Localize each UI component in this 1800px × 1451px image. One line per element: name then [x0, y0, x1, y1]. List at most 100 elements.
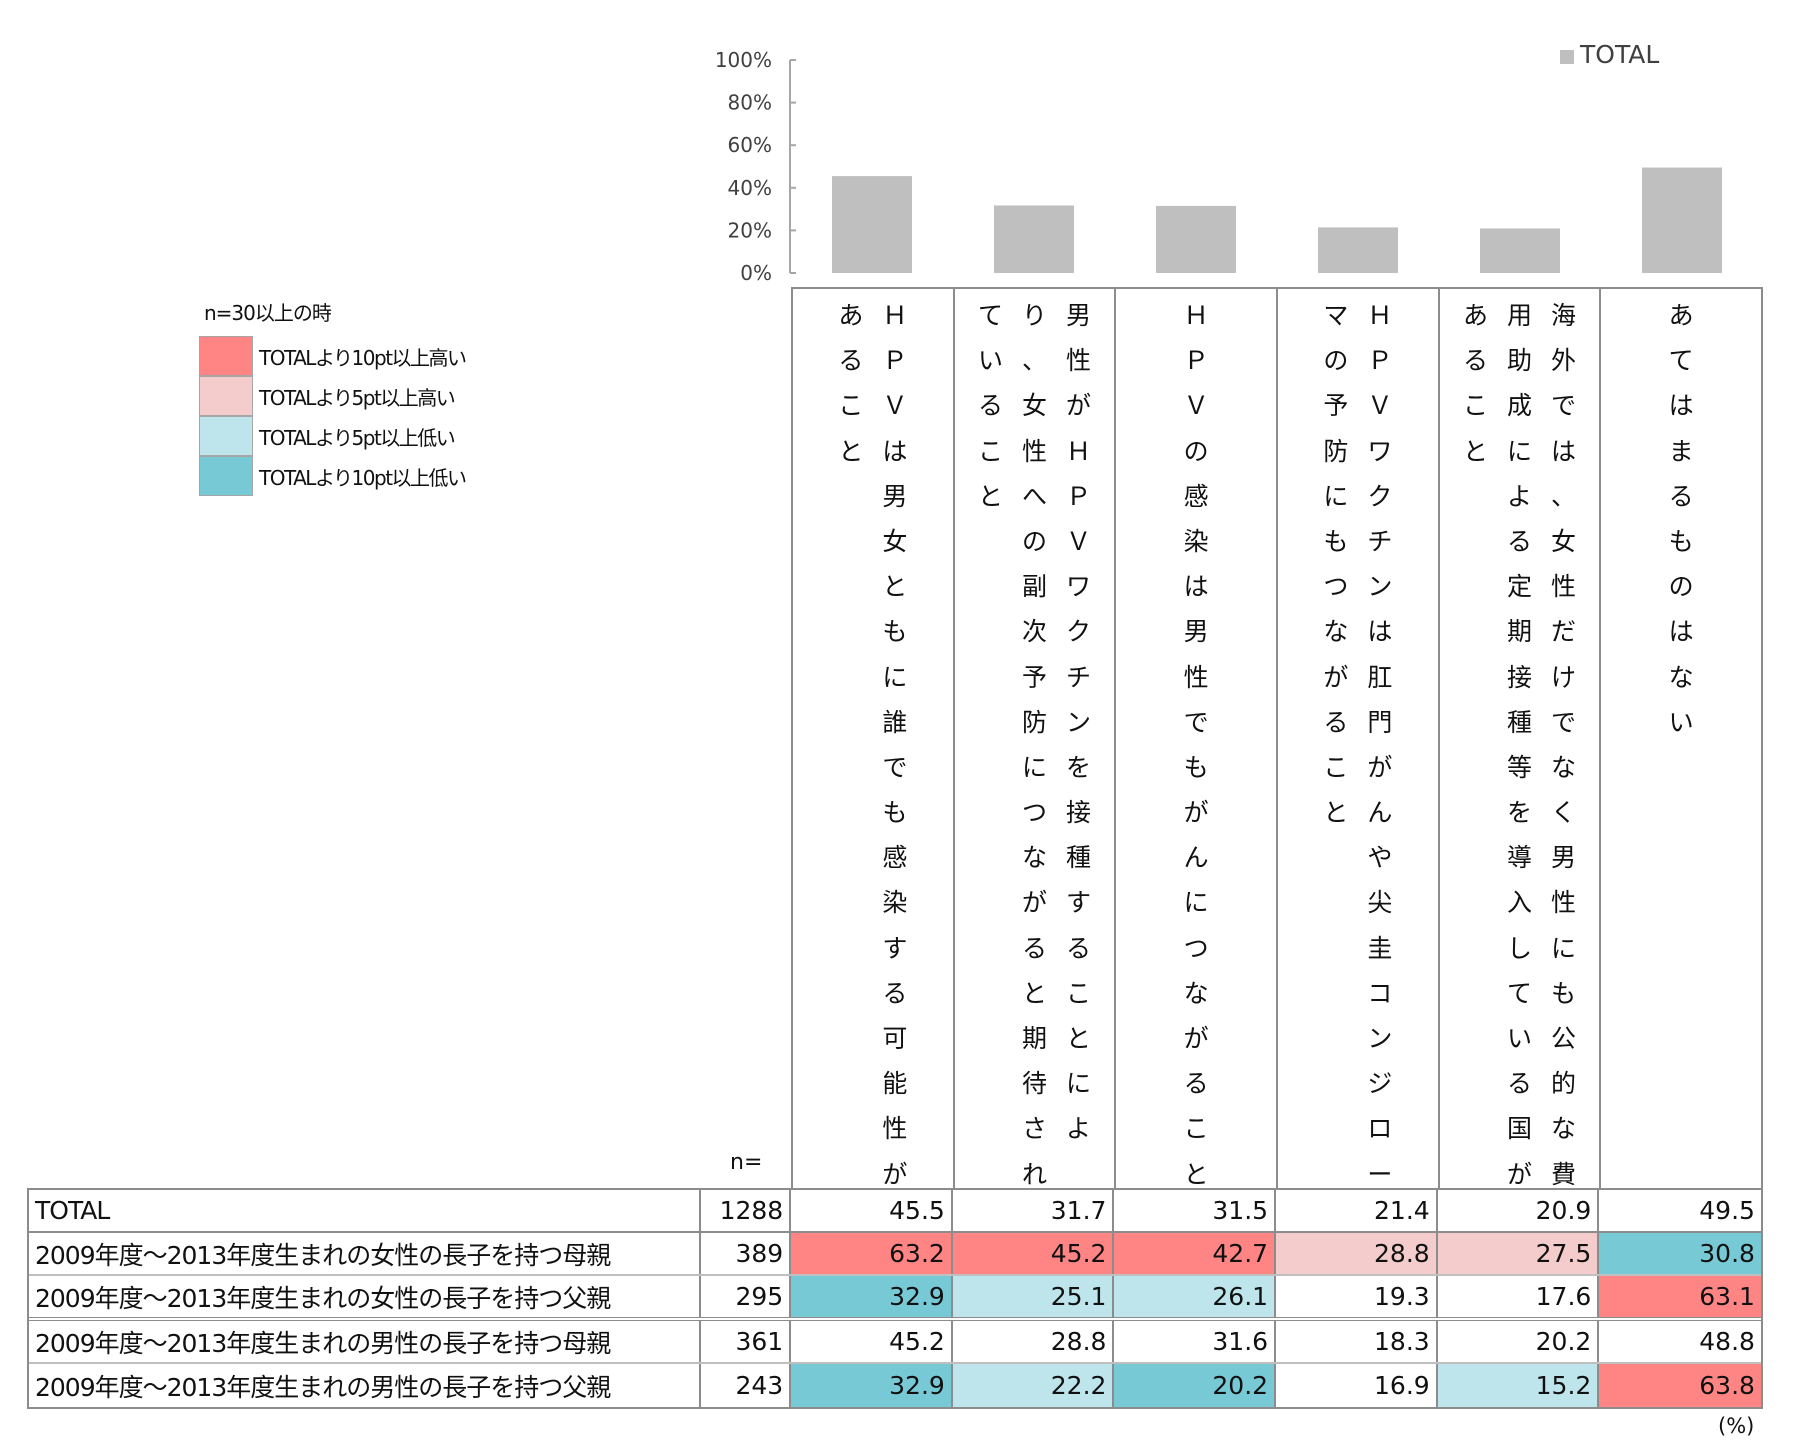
header-char: 可 [882, 1024, 908, 1053]
value-cell: 27.5 [1437, 1233, 1600, 1274]
value-cell: 32.9 [791, 1364, 953, 1407]
value-cell: 20.2 [1114, 1364, 1277, 1407]
header-char: 圭 [1367, 933, 1393, 963]
header-char: は [1183, 572, 1209, 602]
header-char: の [1323, 346, 1349, 376]
header-char: あ [1668, 301, 1694, 330]
header-char: で [1183, 707, 1209, 737]
header-char: も [1323, 526, 1349, 556]
row-n: 243 [701, 1364, 792, 1407]
header-char: の [1668, 572, 1694, 602]
header-char: 期 [1507, 617, 1533, 647]
header-char: い [1668, 707, 1694, 737]
table-row: 2009年度～2013年度生まれの男性の長子を持つ父親 243 32.9 22.2 20… [29, 1364, 1761, 1407]
row-label: 2009年度～2013年度生まれの女性の長子を持つ父親 [29, 1276, 702, 1317]
header-char: と [1021, 978, 1047, 1008]
header-char: こ [838, 391, 864, 421]
header-char: 性 [1021, 436, 1047, 466]
header-char: ワ [1065, 572, 1091, 602]
header-char: つ [1021, 798, 1047, 828]
value-cell: 15.2 [1437, 1364, 1600, 1407]
column-header-line: あること [829, 289, 873, 1188]
header-char: な [1323, 617, 1349, 647]
header-char: 性 [1551, 888, 1577, 918]
header-char: な [1551, 752, 1577, 782]
header-char: 女 [1551, 526, 1577, 556]
header-char: 男 [1551, 843, 1577, 873]
header-char: 接 [1065, 798, 1091, 828]
header-char: 種 [1065, 843, 1091, 873]
header-char: 肛 [1367, 662, 1393, 692]
header-char: 成 [1507, 391, 1533, 421]
color-legend-item-high5: TOTALより5pt以上高い [199, 376, 456, 416]
header-char: で [882, 752, 908, 782]
column-header-line: ていること [969, 289, 1013, 1188]
row-label: TOTAL [29, 1190, 702, 1231]
header-char: 入 [1507, 888, 1533, 918]
header-char: 女 [1021, 391, 1047, 421]
header-char: と [1183, 1159, 1209, 1189]
header-char: が [1183, 1024, 1209, 1053]
header-char: 用 [1507, 301, 1533, 330]
header-char: も [882, 617, 908, 647]
header-char: 感 [1183, 481, 1209, 511]
header-char: ジ [1367, 1069, 1393, 1099]
header-char: 女 [882, 526, 908, 556]
value-cell: 45.2 [791, 1321, 953, 1362]
row-label: 2009年度～2013年度生まれの女性の長子を持つ母親 [29, 1233, 702, 1274]
header-char: く [1551, 798, 1577, 828]
y-tick-label: 80% [728, 91, 772, 115]
bars [832, 167, 1722, 273]
header-char: Ｈ [882, 301, 908, 330]
header-char: 男 [1183, 617, 1209, 647]
header-char: 、 [1551, 481, 1577, 511]
header-char: と [838, 436, 864, 466]
header-char: 染 [882, 888, 908, 918]
header-char: る [1021, 933, 1047, 963]
header-char: 費 [1551, 1159, 1577, 1189]
header-char: チ [1065, 662, 1091, 692]
header-char: る [1183, 1069, 1209, 1099]
header-char: け [1551, 662, 1577, 692]
header-char: に [1065, 1069, 1091, 1099]
y-tick-label: 0% [740, 261, 772, 285]
header-char: な [1551, 1114, 1577, 1144]
value-cell: 22.2 [952, 1364, 1115, 1407]
column-header-5: 海外では、女性だけでなく男性にも公的な費用助成による定期接種等を導入している国が… [1437, 289, 1600, 1189]
color-swatch [199, 456, 253, 496]
chart-legend: TOTAL [1560, 39, 1660, 69]
header-char: 導 [1507, 843, 1533, 873]
header-char: る [977, 391, 1003, 421]
legend-label-total: TOTAL [1580, 39, 1660, 69]
header-char: チ [1367, 526, 1393, 556]
header-char: に [1551, 933, 1577, 963]
header-char: い [977, 346, 1003, 376]
value-cell: 48.8 [1599, 1321, 1761, 1362]
header-char: ロ [1367, 1114, 1393, 1144]
header-char: 防 [1323, 436, 1349, 466]
header-char: の [1021, 526, 1047, 556]
table-row: 2009年度～2013年度生まれの女性の長子を持つ父親 295 32.9 25.1 26… [29, 1276, 1761, 1321]
value-cell: 45.5 [791, 1190, 953, 1231]
color-legend-title: n=30以上の時 [204, 301, 332, 325]
header-char: こ [977, 436, 1003, 466]
header-char: れ [1021, 1159, 1047, 1189]
y-tick-label: 60% [728, 133, 772, 157]
bar-total-3 [1156, 205, 1236, 273]
value-cell: 28.8 [952, 1321, 1115, 1362]
header-char: こ [1183, 1114, 1209, 1144]
header-char: る [1507, 526, 1533, 556]
header-char: と [1463, 436, 1489, 466]
header-char: る [1463, 346, 1489, 376]
header-char: 国 [1507, 1114, 1533, 1144]
header-char: が [1323, 662, 1349, 692]
color-legend-label: TOTALより5pt以上高い [259, 385, 456, 410]
header-char: て [1507, 978, 1533, 1008]
header-char: 等 [1507, 752, 1533, 782]
header-char: と [1323, 798, 1349, 828]
header-char: る [838, 346, 864, 376]
value-cell: 25.1 [952, 1276, 1115, 1317]
y-tick-label: 40% [728, 176, 772, 200]
